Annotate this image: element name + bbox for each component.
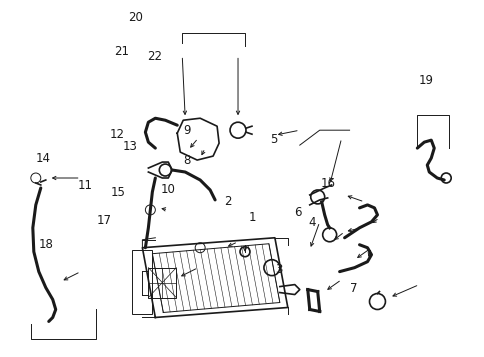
Text: 3: 3 <box>274 263 282 276</box>
Text: 10: 10 <box>160 183 175 196</box>
Text: 19: 19 <box>418 74 433 87</box>
Text: 8: 8 <box>183 154 190 167</box>
Text: 20: 20 <box>128 11 142 24</box>
Text: 7: 7 <box>349 282 357 295</box>
Text: 9: 9 <box>183 124 190 137</box>
Text: 22: 22 <box>147 50 162 64</box>
Text: 1: 1 <box>248 211 256 224</box>
Text: 14: 14 <box>36 152 51 165</box>
Text: 18: 18 <box>38 238 53 251</box>
Text: 15: 15 <box>110 186 125 199</box>
Bar <box>132 250 152 315</box>
Text: 13: 13 <box>123 140 137 153</box>
Text: 2: 2 <box>224 195 231 208</box>
Text: 21: 21 <box>114 45 129 58</box>
Text: 16: 16 <box>320 177 335 190</box>
Text: 4: 4 <box>308 216 316 230</box>
Bar <box>148 268 176 297</box>
Text: 5: 5 <box>270 133 277 146</box>
Text: 6: 6 <box>294 206 301 219</box>
Text: 12: 12 <box>109 127 124 141</box>
Text: 11: 11 <box>78 179 93 192</box>
Text: 17: 17 <box>96 214 111 227</box>
